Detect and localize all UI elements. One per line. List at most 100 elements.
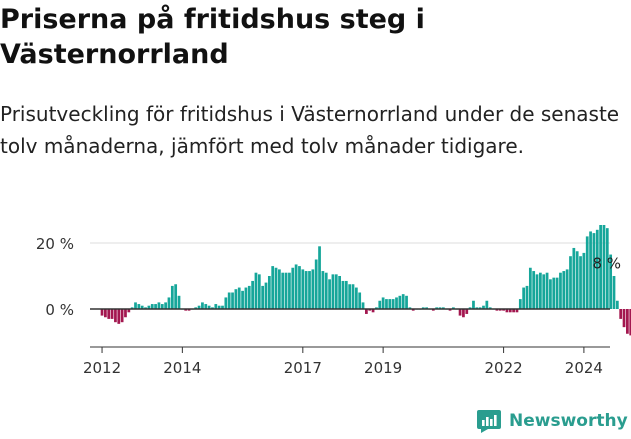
bar bbox=[154, 304, 157, 309]
bar bbox=[124, 309, 127, 318]
bar bbox=[254, 272, 258, 309]
bar bbox=[271, 266, 275, 309]
bar bbox=[354, 287, 358, 309]
bar bbox=[211, 307, 214, 309]
bar bbox=[579, 256, 582, 309]
bar bbox=[304, 271, 308, 309]
bar bbox=[565, 269, 569, 309]
bar bbox=[261, 285, 265, 309]
bar bbox=[365, 309, 368, 314]
bar bbox=[241, 290, 244, 309]
bar bbox=[421, 307, 425, 309]
bar bbox=[328, 279, 331, 309]
bar bbox=[462, 309, 465, 318]
bar bbox=[167, 297, 171, 309]
bar bbox=[144, 307, 147, 309]
x-tick-label: 2014 bbox=[163, 359, 201, 377]
bar bbox=[104, 309, 107, 318]
x-tick-label: 2019 bbox=[364, 359, 402, 377]
bar bbox=[441, 307, 445, 309]
bar bbox=[388, 299, 392, 309]
bar bbox=[405, 295, 408, 309]
bar bbox=[368, 309, 372, 311]
bar bbox=[107, 309, 111, 319]
bar bbox=[595, 229, 599, 309]
bar bbox=[278, 269, 281, 309]
bar bbox=[582, 252, 586, 309]
bar bbox=[495, 309, 499, 311]
bar bbox=[505, 309, 509, 313]
bar bbox=[110, 309, 114, 319]
bar bbox=[569, 256, 572, 309]
bar bbox=[194, 307, 198, 309]
bar bbox=[284, 272, 288, 309]
bar bbox=[522, 287, 526, 309]
y-tick-label: 20 % bbox=[36, 235, 74, 253]
bar bbox=[361, 302, 365, 309]
bar bbox=[552, 277, 556, 309]
bar bbox=[589, 231, 592, 309]
bar bbox=[100, 309, 104, 316]
bar bbox=[130, 307, 134, 309]
bar bbox=[411, 309, 415, 311]
bar bbox=[308, 271, 311, 309]
bar bbox=[334, 274, 338, 309]
chart-title: Priserna på fritidshus steg i Västernorr… bbox=[0, 4, 425, 70]
bar bbox=[615, 300, 619, 309]
bar bbox=[512, 309, 515, 313]
bar bbox=[502, 309, 505, 311]
bar bbox=[318, 246, 321, 309]
bar bbox=[227, 292, 231, 309]
newsworthy-brand-name: Newsworthy bbox=[509, 411, 628, 431]
bar bbox=[298, 266, 301, 309]
bar bbox=[358, 292, 362, 309]
bar bbox=[532, 271, 536, 309]
bar bbox=[294, 264, 298, 309]
bar bbox=[605, 228, 609, 309]
bar bbox=[214, 304, 218, 309]
x-tick-label: 2024 bbox=[565, 359, 603, 377]
bar bbox=[525, 285, 529, 309]
bar bbox=[425, 307, 428, 309]
bar bbox=[244, 287, 248, 309]
bar bbox=[508, 309, 512, 313]
bar bbox=[572, 247, 576, 309]
bar bbox=[127, 309, 131, 313]
bar bbox=[599, 225, 602, 309]
bar bbox=[592, 233, 596, 309]
bar bbox=[160, 304, 164, 309]
bar bbox=[542, 274, 546, 309]
bar bbox=[549, 279, 552, 309]
bar bbox=[381, 297, 385, 309]
bar bbox=[401, 294, 405, 309]
newsworthy-brand[interactable]: Newsworthy bbox=[476, 406, 628, 436]
bar bbox=[247, 285, 251, 309]
bar bbox=[478, 307, 482, 309]
bar bbox=[234, 289, 238, 309]
bar bbox=[562, 271, 566, 309]
bar bbox=[385, 299, 388, 309]
bar bbox=[301, 269, 305, 309]
bar bbox=[602, 225, 606, 309]
bar bbox=[485, 300, 489, 309]
bar bbox=[378, 300, 382, 309]
bar bbox=[559, 272, 562, 309]
bar bbox=[585, 236, 589, 309]
bar bbox=[498, 309, 502, 311]
annotation-label: 8 % bbox=[592, 255, 621, 273]
bar bbox=[629, 309, 631, 336]
bar bbox=[221, 305, 224, 309]
bar bbox=[274, 267, 278, 309]
bar bbox=[197, 305, 201, 309]
bar bbox=[375, 307, 378, 309]
bar bbox=[134, 302, 137, 309]
bar bbox=[217, 305, 221, 309]
newsworthy-logo-icon bbox=[477, 410, 501, 433]
x-tick-label: 2012 bbox=[83, 359, 121, 377]
bar bbox=[231, 292, 234, 309]
bar bbox=[435, 307, 439, 309]
bar bbox=[488, 307, 492, 309]
x-tick-label: 2022 bbox=[484, 359, 522, 377]
bar bbox=[170, 285, 174, 309]
bar bbox=[539, 272, 542, 309]
